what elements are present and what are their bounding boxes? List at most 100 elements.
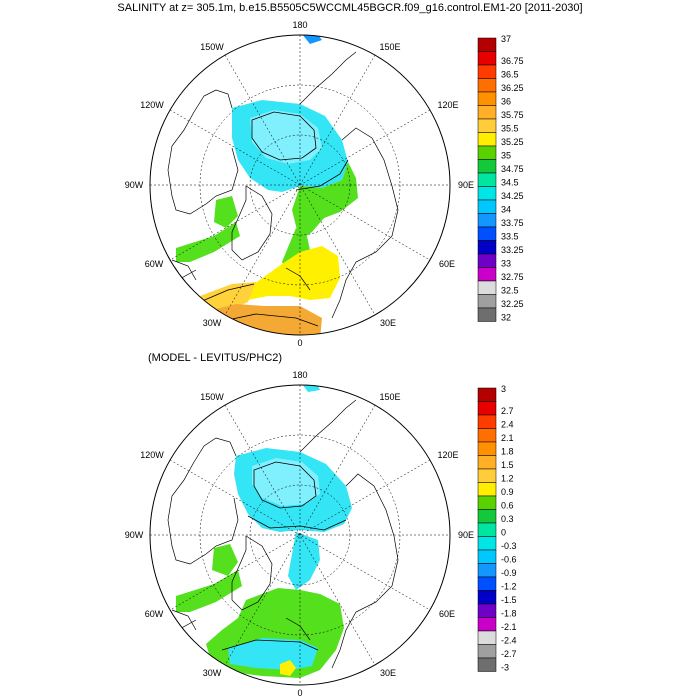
top-colorbar-label: 32.75 [501,272,524,282]
top-lon-0: 0 [297,338,302,348]
top-colorbar-swatch [477,64,497,79]
bottom-colorbar-label: 0.3 [501,514,514,524]
top-colorbar-label: 32 [501,313,511,323]
bottom-colorbar-label: -1.5 [501,595,517,605]
top-graticule [150,35,450,335]
bottom-colorbar-swatch [477,630,497,645]
bottom-field-inner-cyan [252,458,320,506]
bottom-field-yellow-spot [280,660,296,676]
top-field-eurasian-green [292,162,358,240]
bottom-colorbar-swatch [477,428,497,443]
bottom-colorbar-label: 2.4 [501,420,514,430]
bottom-colorbar-swatch [477,482,497,497]
bottom-colorbar-swatch [477,387,497,402]
top-colorbar-swatch [477,267,497,282]
top-colorbar-swatch [477,37,497,52]
top-colorbar-swatch [477,78,497,93]
top-lon-120e: 120E [437,100,458,110]
bottom-colorbar-label: 2.7 [501,406,514,416]
bottom-colorbar-swatch [477,563,497,578]
bottom-colorbar-swatch [477,468,497,483]
bottom-colorbar-label: -1.8 [501,609,517,619]
top-colorbar-swatch [477,226,497,241]
top-colorbar-swatch [477,132,497,147]
bottom-graticule [150,385,450,685]
bottom-colorbar-swatch [477,414,497,429]
bottom-colorbar-swatch [477,576,497,591]
bottom-colorbar-swatch [477,644,497,659]
bottom-lon-30w: 30W [203,668,222,678]
top-colorbar-label: 34.5 [501,178,519,188]
top-colorbar-swatch [477,159,497,174]
bottom-field-nordic-cyan [288,532,320,590]
bottom-map-frame [149,384,451,686]
top-colorbar-swatch [477,213,497,228]
map-title: SALINITY at z= 305.1m, b.e15.B5505C5WCCM… [117,2,583,14]
bottom-colorbar-swatch [477,509,497,524]
bottom-colorbar-label: 2.1 [501,433,514,443]
top-colorbar-swatch [477,51,497,66]
top-colorbar-swatch [477,294,497,309]
top-colorbar-swatch [477,307,497,322]
bottom-lon-150e: 150E [379,392,400,402]
bottom-lon-150w: 150W [200,392,224,402]
top-lon-150w: 150W [200,42,224,52]
top-field-labrador-green [176,222,240,262]
bottom-colorbar-swatch [477,495,497,510]
bottom-colorbar-label: -0.3 [501,541,517,551]
bottom-colorbar-swatch [477,590,497,605]
top-colorbar-label: 33 [501,259,511,269]
top-contours [199,111,349,327]
top-lon-30e: 30E [380,318,396,328]
bottom-lon-60w: 60W [145,609,164,619]
bottom-lon-0: 0 [297,688,302,698]
top-lon-90w: 90W [125,180,144,190]
top-colorbar-swatch [477,91,497,106]
bottom-colorbar-swatch [477,522,497,537]
bottom-colorbar-label: -1.2 [501,582,517,592]
top-colorbar-swatch [477,186,497,201]
top-colorbar-label: 34 [501,205,511,215]
bottom-colorbar-label: -2.7 [501,649,517,659]
bottom-colorbar-swatch [477,657,497,672]
bottom-colorbar-swatch [477,549,497,564]
map-subtitle: (MODEL - LEVITUS/PHC2) [148,352,283,364]
top-colorbar-label: 35 [501,151,511,161]
top-lon-150e: 150E [379,42,400,52]
top-lon-30w: 30W [203,318,222,328]
bottom-colorbar-label: 0.6 [501,501,514,511]
top-colorbar-label: 33.5 [501,232,519,242]
top-colorbar: 37 36.75 36.5 36.25 36 35.75 35.5 35.25 35 34.75 3… [477,34,524,323]
top-colorbar-label: 32.5 [501,286,519,296]
bottom-lon-90w: 90W [125,530,144,540]
top-lon-180: 180 [292,20,307,30]
top-lon-90e: 90E [458,180,474,190]
bottom-lon-120e: 120E [437,450,458,460]
bottom-field-baffin-green [212,544,238,576]
top-colorbar-label: 33.75 [501,218,524,228]
top-colorbar-label: 32.25 [501,299,524,309]
bottom-field-bering-cyan [302,385,320,392]
bottom-lon-60e: 60E [439,609,455,619]
bottom-colorbar-label: -3 [501,663,509,673]
top-colorbar-label: 34.25 [501,191,524,201]
top-colorbar-swatch [477,199,497,214]
bottom-colorbar-label: -0.6 [501,555,517,565]
bottom-colorbar-label: 0.9 [501,487,514,497]
top-colorbar-label: 37 [501,34,511,44]
top-colorbar-label: 36 [501,97,511,107]
top-colorbar-swatch [477,280,497,295]
bottom-colorbar: 3 2.7 2.4 2.1 1.8 1.5 1.2 0.9 0.6 0.3 0 -0.3 -0.6 -0.… [477,384,517,673]
top-field-baffin-green [214,196,238,228]
top-colorbar-swatch [477,240,497,255]
top-colorbar-label: 36.75 [501,56,524,66]
bottom-colorbar-label: 1.8 [501,447,514,457]
top-field-nordic-yellow [248,246,340,300]
bottom-polar-map: 180 0 150W 150E 120W 120E 90W 90E 60W 60… [125,370,474,698]
bottom-colorbar-swatch [477,536,497,551]
top-colorbar-label: 36.5 [501,70,519,80]
top-colorbar-label: 35.25 [501,137,524,147]
top-lon-120w: 120W [140,100,164,110]
bottom-colorbar-label: -2.4 [501,636,517,646]
bottom-lon-120w: 120W [140,450,164,460]
